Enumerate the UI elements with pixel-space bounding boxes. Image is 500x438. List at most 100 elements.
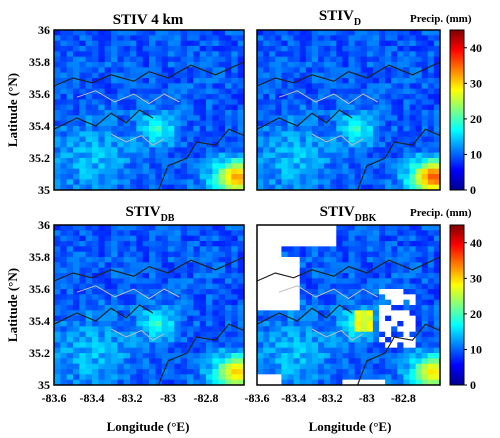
heatmap-cell	[111, 315, 118, 322]
heatmap-cell	[237, 241, 245, 247]
heatmap-cell	[92, 347, 99, 354]
heatmap-cell	[187, 230, 194, 237]
heatmap-cell	[372, 342, 380, 349]
heatmap-cell	[85, 104, 93, 111]
heatmap-cell	[117, 289, 125, 295]
heatmap-cell	[385, 337, 392, 343]
heatmap-cell	[318, 257, 325, 263]
heatmap-cell	[206, 241, 213, 247]
heatmap-cell	[299, 174, 307, 180]
heatmap-cell	[403, 379, 410, 386]
heatmap-cell	[391, 326, 398, 333]
heatmap-cell	[199, 110, 207, 116]
heatmap-cell	[206, 94, 213, 100]
heatmap-cell	[287, 126, 294, 132]
heatmap-cell	[104, 315, 112, 322]
heatmap-cell	[397, 30, 404, 36]
heatmap-cell	[379, 369, 386, 375]
heatmap-cell	[136, 30, 144, 36]
heatmap-cell	[360, 152, 368, 159]
heatmap-cell	[354, 152, 362, 159]
contour-line	[53, 109, 154, 130]
heatmap-cell	[206, 299, 213, 306]
colorbar-label-bottom: Precip. (mm)	[410, 207, 472, 219]
heatmap-cell	[403, 257, 410, 263]
heatmap-cell	[66, 230, 74, 237]
heatmap-cell	[305, 152, 313, 159]
heatmap-cell	[336, 246, 343, 253]
heatmap-cell	[130, 110, 137, 116]
heatmap-cell	[409, 369, 416, 375]
heatmap-cell	[104, 131, 112, 138]
heatmap-cell	[385, 158, 392, 164]
heatmap-cell	[360, 251, 368, 258]
heatmap-cell	[155, 62, 163, 68]
heatmap-cell	[281, 342, 288, 349]
heatmap-cell	[299, 62, 307, 68]
heatmap-cell	[117, 321, 125, 327]
heatmap-cell	[130, 104, 137, 111]
heatmap-cell	[366, 104, 374, 111]
heatmap-cell	[161, 363, 169, 370]
heatmap-cell	[85, 267, 93, 274]
heatmap-cell	[155, 267, 163, 274]
heatmap-cell	[275, 251, 282, 258]
heatmap-cell	[287, 278, 294, 285]
heatmap-cell	[336, 257, 343, 263]
heatmap-cell	[397, 62, 404, 68]
heatmap-cell	[66, 310, 74, 317]
heatmap-cell	[231, 363, 239, 370]
heatmap-cell	[73, 273, 80, 279]
heatmap-cell	[409, 246, 416, 253]
heatmap-cell	[318, 305, 325, 311]
heatmap-cell	[60, 46, 68, 52]
heatmap-cell	[218, 56, 226, 63]
heatmap-cell	[263, 131, 270, 138]
heatmap-cell	[391, 347, 398, 354]
heatmap-cell	[318, 363, 325, 370]
heatmap-cell	[379, 315, 386, 322]
heatmap-cell	[293, 110, 301, 116]
heatmap-cell	[421, 51, 429, 58]
heatmap-cell	[379, 115, 386, 122]
heatmap-cell	[348, 305, 355, 311]
heatmap-cell	[199, 310, 207, 317]
heatmap-cell	[130, 35, 137, 42]
heatmap-cell	[433, 342, 441, 349]
heatmap-cell	[397, 363, 404, 370]
heatmap-cell	[212, 326, 220, 333]
heatmap-cell	[155, 72, 163, 79]
heatmap-cell	[123, 331, 131, 338]
heatmap-cell	[155, 241, 163, 247]
heatmap-cell	[130, 347, 137, 354]
heatmap-cell	[206, 369, 213, 375]
heatmap-cell	[427, 225, 435, 231]
heatmap-cell	[199, 72, 207, 79]
heatmap-cell	[360, 184, 368, 191]
heatmap-cell	[360, 142, 368, 148]
heatmap-cell	[385, 230, 392, 237]
heatmap-cell	[336, 289, 343, 295]
heatmap-cell	[117, 62, 125, 68]
heatmap-cell	[372, 257, 380, 263]
heatmap-cell	[85, 131, 93, 138]
heatmap-cell	[218, 315, 226, 322]
heatmap-cell	[409, 257, 416, 263]
heatmap-cell	[60, 67, 68, 74]
heatmap-cell	[142, 83, 150, 90]
heatmap-cell	[180, 379, 188, 386]
heatmap-cell	[130, 179, 137, 186]
heatmap-cell	[263, 241, 270, 247]
heatmap-cell	[73, 262, 80, 269]
heatmap-cell	[293, 342, 301, 349]
heatmap-cell	[174, 126, 182, 132]
heatmap-cell	[403, 342, 410, 349]
heatmap-cell	[142, 363, 150, 370]
heatmap-cell	[421, 326, 429, 333]
heatmap-cell	[218, 120, 226, 127]
heatmap-cell	[92, 299, 99, 306]
heatmap-cell	[287, 246, 294, 253]
heatmap-cell	[79, 326, 87, 333]
heatmap-cell	[421, 131, 429, 138]
heatmap-cell	[433, 278, 441, 285]
